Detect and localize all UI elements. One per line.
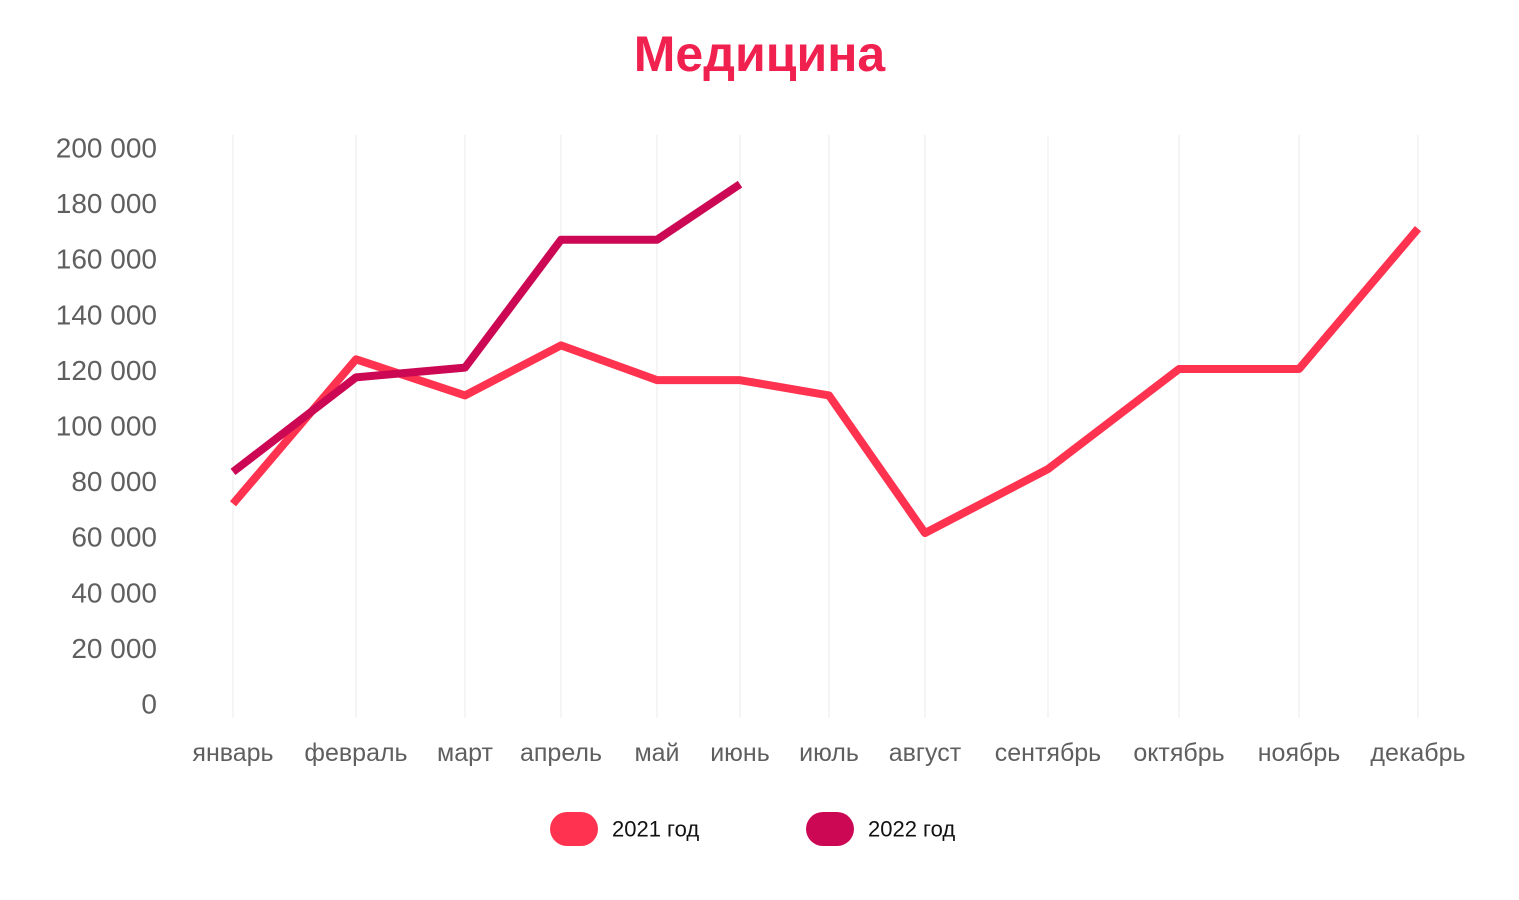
- data-point-series-2-2: [461, 364, 469, 372]
- x-tick-label: май: [634, 739, 679, 767]
- data-point-series-1-4: [653, 376, 661, 384]
- x-tick-label: январь: [192, 739, 273, 767]
- data-point-series-1-2: [461, 391, 469, 399]
- data-point-series-1-7: [921, 529, 929, 537]
- x-tick-label: сентябрь: [995, 739, 1101, 767]
- y-tick-label: 60 000: [71, 522, 157, 553]
- grid-lines: [232, 135, 1419, 718]
- y-tick-label: 100 000: [56, 411, 157, 442]
- x-tick-label: март: [437, 739, 493, 767]
- legend-swatch-2: [806, 812, 854, 846]
- data-point-series-1-10: [1295, 365, 1303, 373]
- data-point-series-1-5: [736, 376, 744, 384]
- x-axis-ticks: январь февраль март апрель май июнь июль август…: [192, 739, 1465, 767]
- x-tick-label: октябрь: [1133, 739, 1224, 767]
- x-tick-label: июнь: [710, 739, 770, 767]
- data-point-series-1-8: [1044, 465, 1052, 473]
- series-line-1: [229, 226, 1422, 538]
- data-point-series-2-4: [653, 236, 661, 244]
- legend-label-2: 2022 год: [868, 817, 955, 842]
- data-point-series-1-9: [1175, 365, 1183, 373]
- legend-label-1: 2021 год: [612, 817, 699, 842]
- y-tick-label: 120 000: [56, 355, 157, 386]
- y-axis-ticks: 0 20 000 40 000 60 000 80 000 100 000 120 000 1…: [56, 133, 157, 720]
- data-point-series-2-5: [736, 180, 744, 188]
- legend: 2021 год 2022 год: [550, 812, 955, 846]
- chart-title: Медицина: [633, 26, 886, 82]
- data-point-series-2-1: [352, 373, 360, 381]
- y-tick-label: 20 000: [71, 633, 157, 664]
- x-tick-label: август: [889, 739, 962, 767]
- data-point-series-1-0: [229, 500, 237, 508]
- y-tick-label: 200 000: [56, 133, 157, 164]
- x-tick-label: декабрь: [1370, 739, 1465, 767]
- x-tick-label: ноябрь: [1258, 739, 1341, 767]
- data-point-series-1-11: [1414, 225, 1422, 233]
- y-tick-label: 40 000: [71, 577, 157, 608]
- x-tick-label: февраль: [304, 739, 407, 767]
- series-line-2: [230, 180, 743, 476]
- x-tick-label: июль: [799, 739, 859, 767]
- y-tick-label: 140 000: [56, 299, 157, 330]
- data-point-series-1-6: [825, 391, 833, 399]
- data-point-series-2-0: [229, 468, 237, 476]
- x-tick-label: апрель: [520, 739, 602, 767]
- data-point-series-2-3: [557, 236, 565, 244]
- legend-swatch-1: [550, 812, 598, 846]
- data-point-series-1-3: [557, 341, 565, 349]
- series-lines: [229, 180, 1422, 538]
- y-tick-label: 80 000: [71, 466, 157, 497]
- y-tick-label: 160 000: [56, 244, 157, 275]
- y-tick-label: 180 000: [56, 188, 157, 219]
- data-point-series-1-1: [352, 355, 360, 363]
- y-tick-label: 0: [141, 689, 157, 720]
